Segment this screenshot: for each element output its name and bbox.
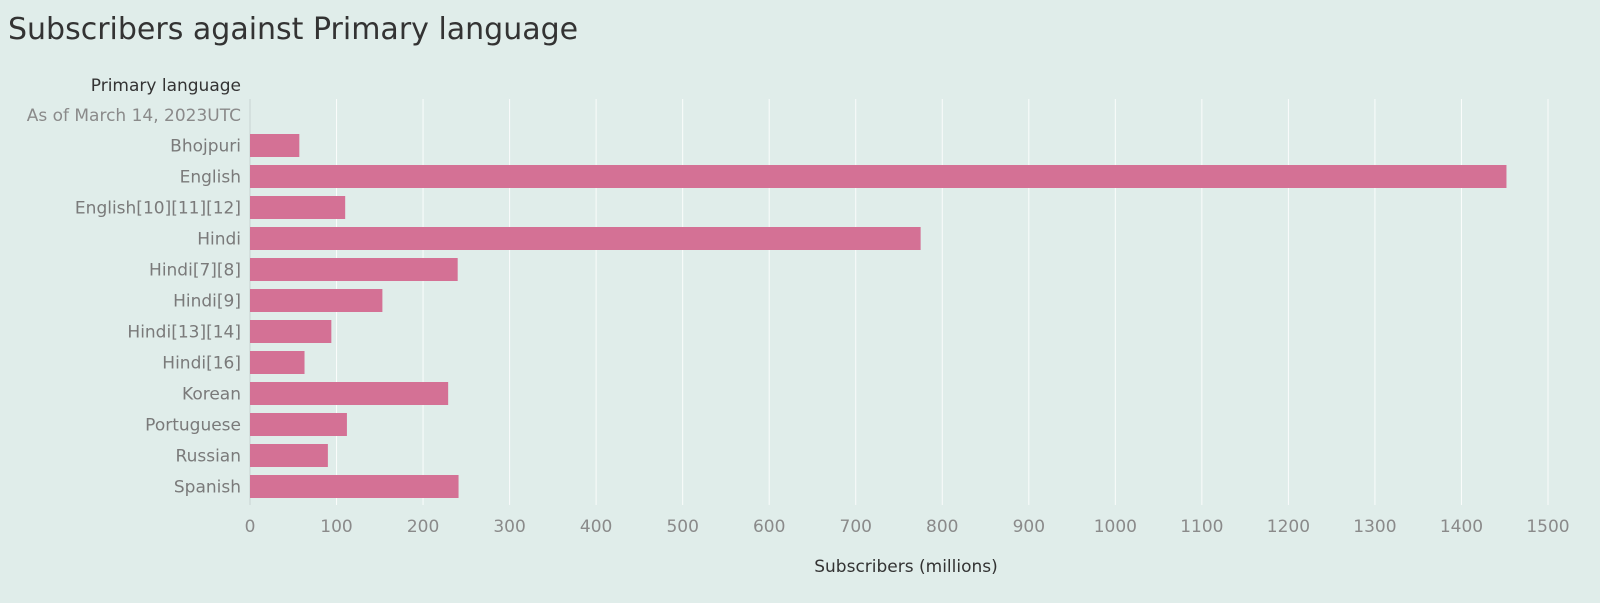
y-axis-header: Primary language [91, 76, 241, 96]
x-tick-label: 0 [245, 517, 256, 537]
category-label: Hindi[7][8] [149, 261, 241, 281]
x-tick-label: 1500 [1526, 517, 1569, 537]
bar[interactable] [250, 351, 305, 374]
bars [250, 134, 1507, 498]
category-label: English [180, 168, 241, 188]
category-labels: Bhojpuri English English[10][11][12] Hindi H… [75, 137, 241, 498]
bar[interactable] [250, 134, 300, 157]
x-tick-label: 1100 [1180, 517, 1223, 537]
bar[interactable] [250, 227, 921, 250]
x-tick-label: 900 [1013, 517, 1045, 537]
x-tick-label: 200 [407, 517, 439, 537]
x-tick-label: 600 [753, 517, 785, 537]
x-tick-label: 300 [493, 517, 525, 537]
bar[interactable] [250, 444, 328, 467]
category-label: Hindi[13][14] [127, 323, 241, 343]
x-tick-label: 800 [926, 517, 958, 537]
x-axis-ticks: 0 100 200 300 400 500 600 700 800 900 1000 1100 1200… [245, 517, 1570, 537]
bar[interactable] [250, 165, 1507, 188]
category-label: Hindi[16] [162, 354, 241, 374]
x-tick-label: 100 [320, 517, 352, 537]
x-axis-title: Subscribers (millions) [814, 557, 998, 577]
bar[interactable] [250, 289, 383, 312]
x-tick-label: 1000 [1094, 517, 1137, 537]
x-tick-label: 500 [666, 517, 698, 537]
category-label: Russian [176, 447, 241, 467]
bar[interactable] [250, 413, 347, 436]
category-label: English[10][11][12] [75, 199, 241, 219]
category-label: Spanish [174, 478, 241, 498]
bar[interactable] [250, 258, 458, 281]
x-tick-label: 700 [840, 517, 872, 537]
x-tick-label: 1400 [1440, 517, 1483, 537]
bar[interactable] [250, 196, 346, 219]
bar[interactable] [250, 382, 449, 405]
x-tick-label: 1200 [1267, 517, 1310, 537]
as-of-subheader: As of March 14, 2023UTC [27, 106, 241, 126]
category-label: Korean [182, 385, 241, 405]
gridlines [249, 99, 1549, 505]
category-label: Portuguese [145, 416, 241, 436]
bar[interactable] [250, 475, 459, 498]
category-label: Hindi [197, 230, 241, 250]
x-tick-label: 400 [580, 517, 612, 537]
bar[interactable] [250, 320, 332, 343]
category-label: Hindi[9] [173, 292, 241, 312]
chart-title: Subscribers against Primary language [8, 12, 579, 47]
category-label: Bhojpuri [170, 137, 241, 157]
x-tick-label: 1300 [1353, 517, 1396, 537]
